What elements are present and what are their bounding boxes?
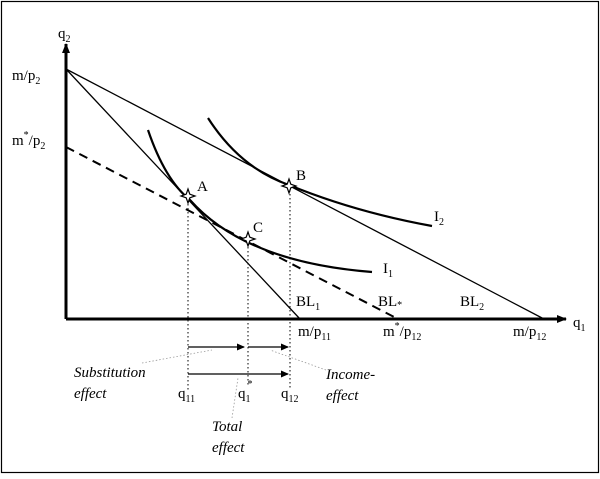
income-effect-label-line2: effect xyxy=(326,388,359,404)
substitution-leader xyxy=(141,349,213,364)
y-intercept-mstar-p2: m*/p2 xyxy=(12,130,45,152)
point-c-marker xyxy=(239,230,257,248)
curve-i2-label: I2 xyxy=(434,209,444,228)
point-b-label: B xyxy=(296,168,306,184)
budget-line-bl2 xyxy=(65,68,545,320)
q11-label: q11 xyxy=(178,386,195,405)
curve-i1-label: I1 xyxy=(383,261,393,280)
blstar-label: BL* xyxy=(378,294,402,311)
total-effect-label-line1: Total xyxy=(212,419,242,435)
x-intercept-m-p11: m/p11 xyxy=(298,324,331,343)
substitution-effect-label-line1: Substitution xyxy=(74,365,146,381)
substitution-effect-label-line2: effect xyxy=(74,386,107,402)
indifference-curve-i2 xyxy=(207,117,433,228)
bl1-label: BL1 xyxy=(296,294,320,313)
x-intercept-m-p12: m/p12 xyxy=(513,324,546,343)
q12-label: q12 xyxy=(281,386,299,405)
point-a-label: A xyxy=(197,179,208,195)
x-intercept-mstar-p12: m*/p12 xyxy=(383,321,421,343)
income-effect-label-line1: Income- xyxy=(325,367,375,383)
total-effect-label-line2: effect xyxy=(212,440,245,456)
y-intercept-m-p2: m/p2 xyxy=(12,68,40,87)
y-axis-label: q2 xyxy=(58,26,71,45)
x-axis-label: q1 xyxy=(573,315,586,334)
indifference-curve-i1 xyxy=(146,129,373,274)
point-b-marker xyxy=(280,177,298,195)
q1star-label: q1* xyxy=(238,379,253,405)
point-a-marker xyxy=(179,187,197,205)
bl2-label: BL2 xyxy=(460,294,484,313)
point-c-label: C xyxy=(253,220,263,236)
income-leader xyxy=(269,349,327,371)
